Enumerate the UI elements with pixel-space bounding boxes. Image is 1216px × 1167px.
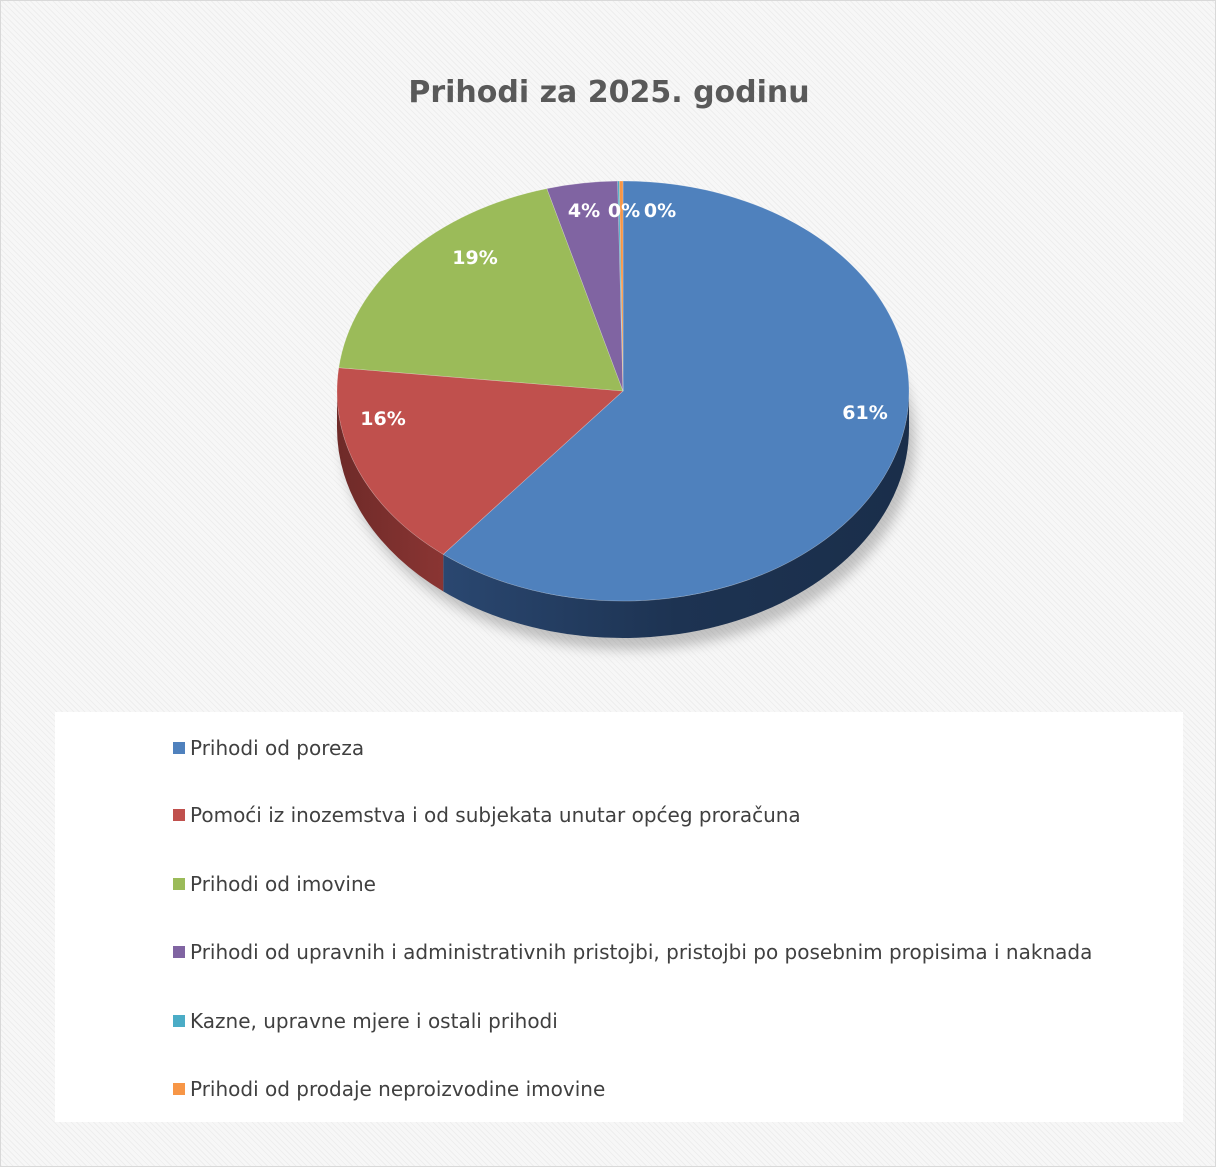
pie-slice-prodaja	[619, 180, 624, 392]
pie-slice-pristojbe	[546, 180, 624, 392]
legend-label: Prihodi od imovine	[190, 872, 376, 896]
legend-label: Prihodi od upravnih i administrativnih p…	[190, 940, 1093, 964]
pie-slice-imovine	[338, 188, 624, 392]
legend-label: Kazne, upravne mjere i ostali prihodi	[190, 1009, 558, 1033]
pie-slice-kazne	[617, 180, 624, 392]
pie-slice-poreza	[442, 180, 910, 602]
legend-item-pristojbe: Prihodi od upravnih i administrativnih p…	[173, 940, 1092, 964]
data-label-poreza: 61%	[842, 402, 887, 424]
data-label-pristojbe: 4%	[568, 200, 600, 222]
legend-item-kazne: Kazne, upravne mjere i ostali prihodi	[173, 1009, 558, 1033]
data-label-pomoci: 16%	[360, 408, 405, 430]
legend-label: Pomoći iz inozemstva i od subjekata unut…	[190, 803, 801, 827]
legend-label: Prihodi od poreza	[190, 736, 365, 760]
legend: Prihodi od poreza Pomoći iz inozemstva i…	[55, 712, 1183, 1122]
legend-swatch	[173, 945, 185, 958]
legend-item-prihodi-od-poreza: Prihodi od poreza	[173, 736, 364, 760]
legend-swatch	[173, 1014, 185, 1027]
data-label-imovine: 19%	[452, 247, 497, 269]
legend-item-prihodi-od-imovine: Prihodi od imovine	[173, 872, 376, 896]
pie-side-poreza	[443, 391, 909, 639]
pie-slice-pomoci	[336, 367, 624, 555]
legend-swatch	[173, 877, 185, 890]
legend-item-prodaja-imovine: Prihodi od prodaje neproizvodine imovine	[173, 1077, 605, 1101]
data-label-kazne: 0%	[608, 200, 640, 222]
legend-swatch	[173, 808, 185, 821]
pie-chart: 61% 16% 19% 4% 0% 0%	[336, 180, 915, 650]
chart-title: Prihodi za 2025. godinu	[408, 75, 810, 110]
data-label-prodaja: 0%	[644, 200, 676, 222]
legend-item-pomoci: Pomoći iz inozemstva i od subjekata unut…	[173, 803, 801, 827]
legend-swatch	[173, 741, 185, 754]
legend-label: Prihodi od prodaje neproizvodine imovine	[190, 1077, 606, 1101]
pie-side-pomoci	[337, 391, 444, 592]
legend-swatch	[173, 1082, 185, 1095]
